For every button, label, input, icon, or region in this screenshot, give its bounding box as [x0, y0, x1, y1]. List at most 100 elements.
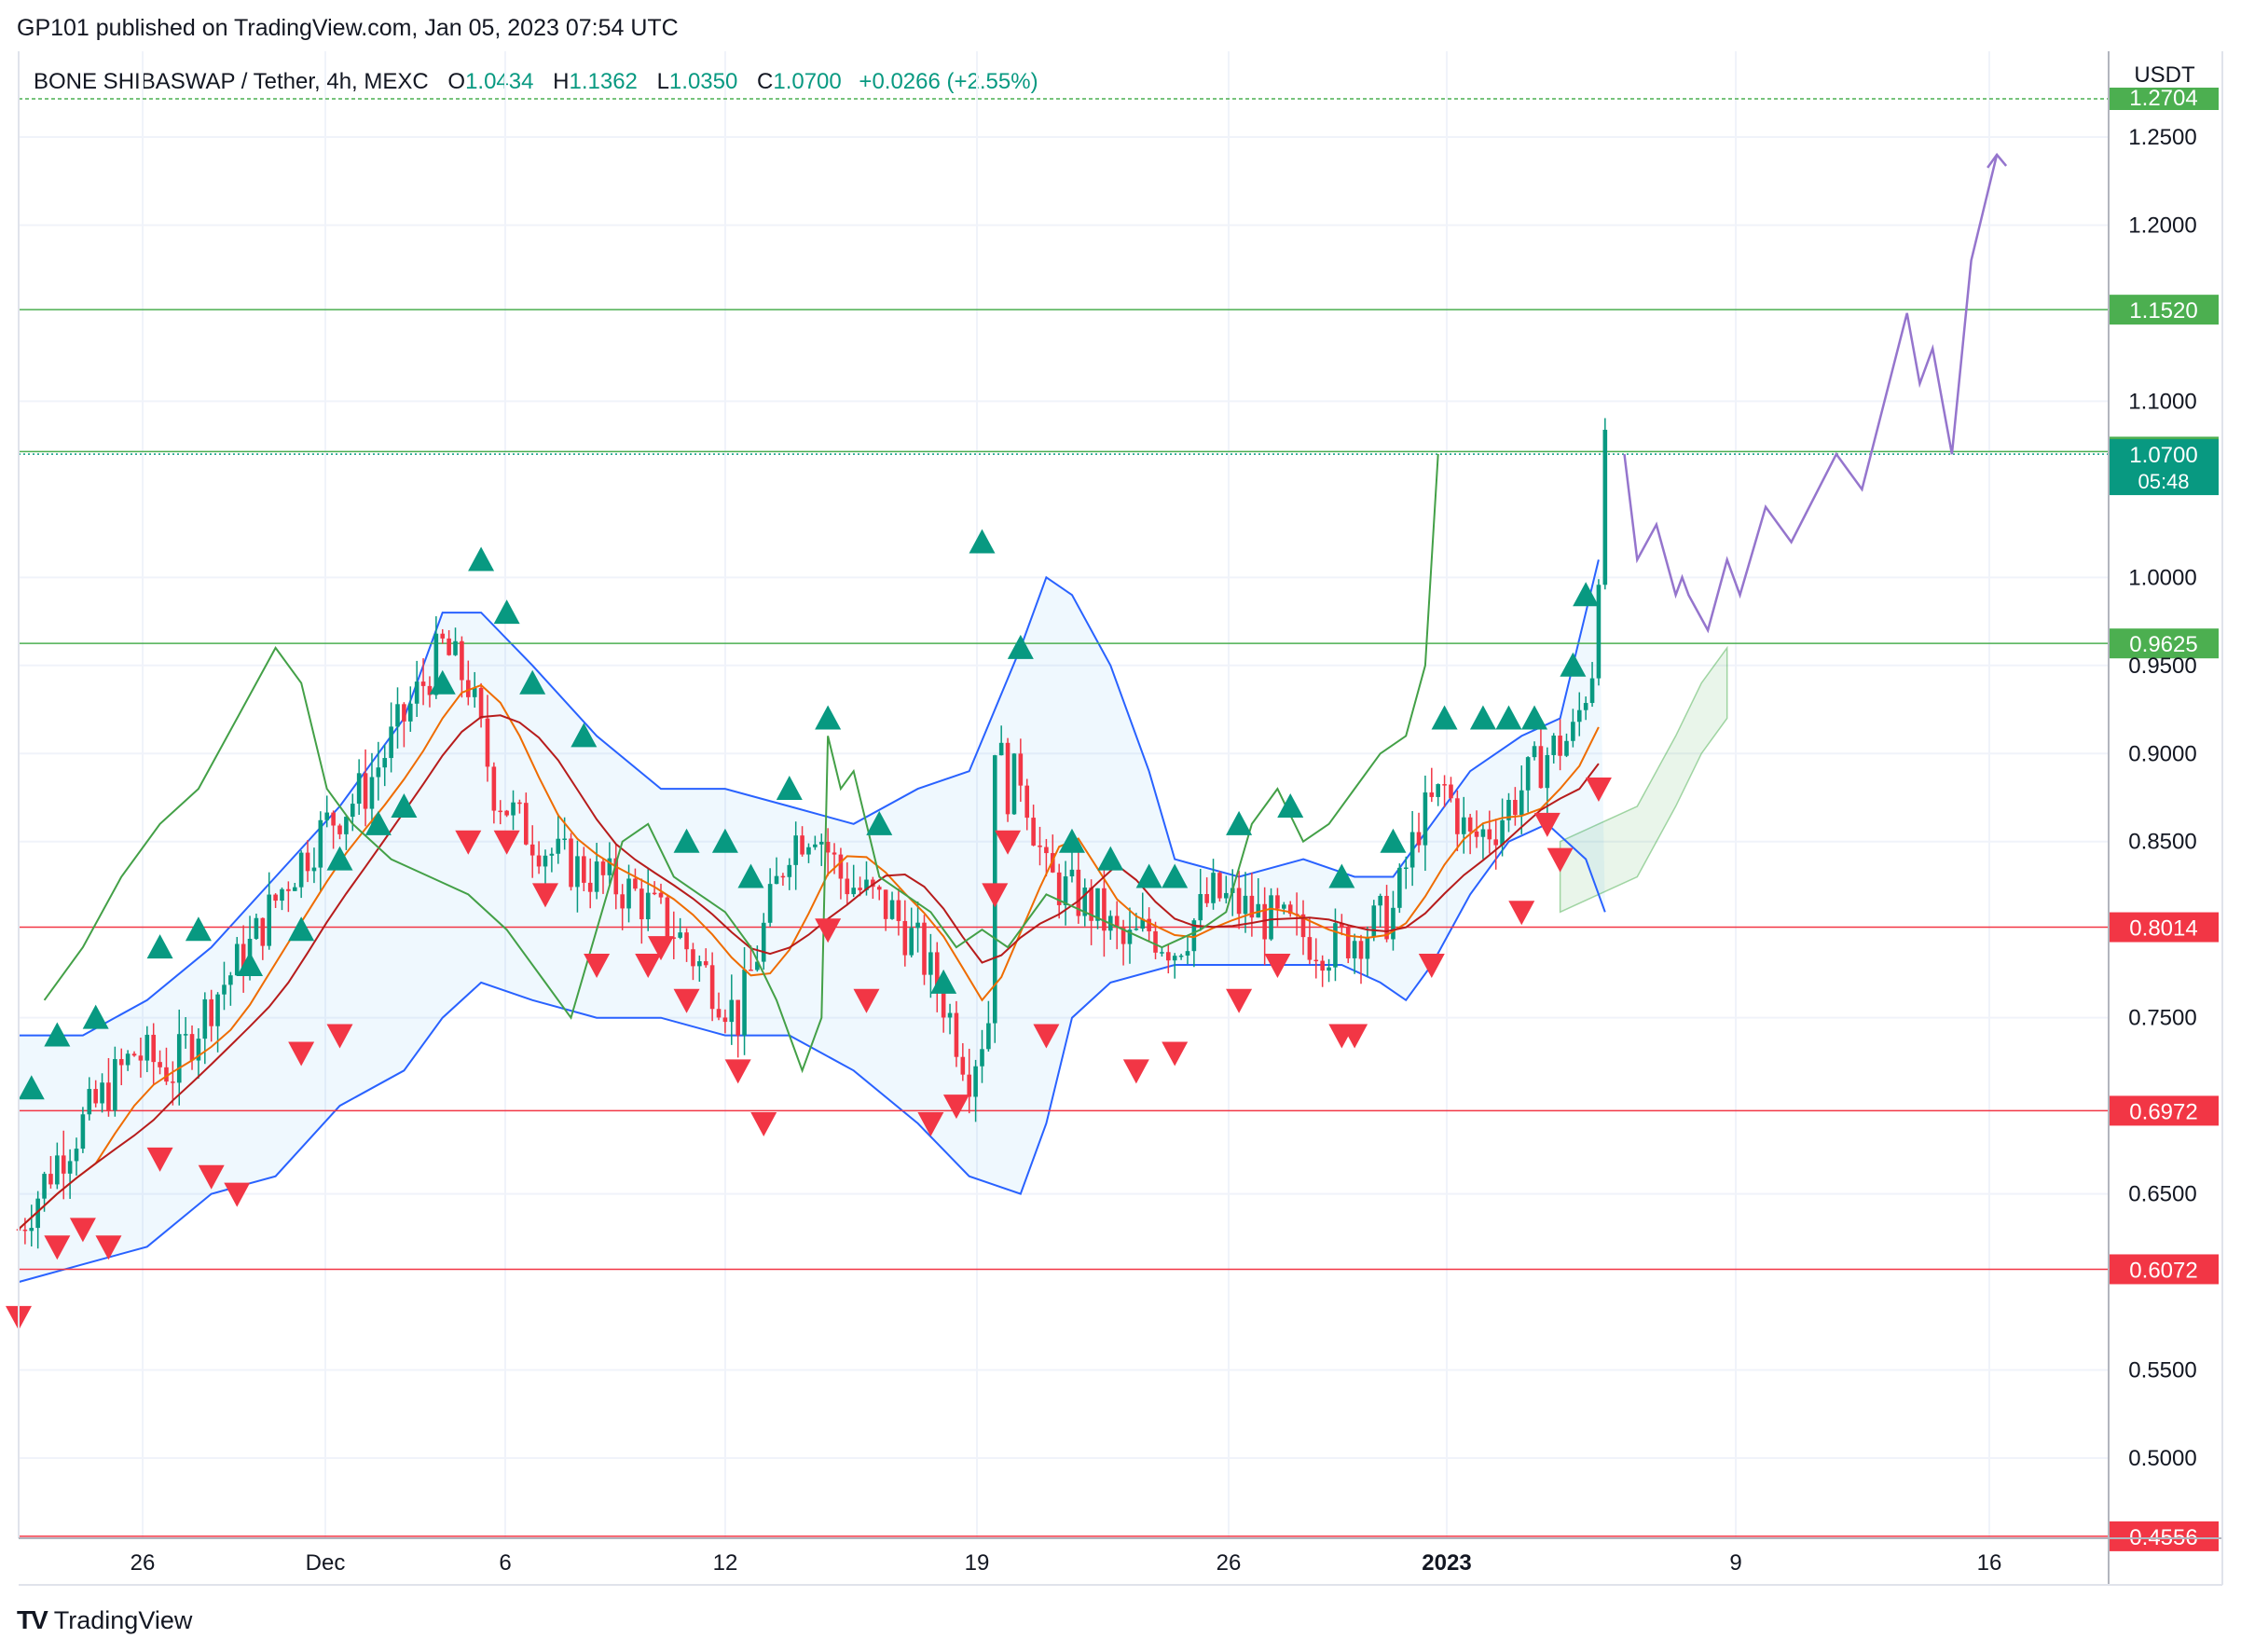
candle-body	[215, 994, 220, 1026]
low-value: 1.0350	[668, 69, 738, 94]
sell-signal-marker	[146, 1147, 173, 1172]
sell-signal-marker	[493, 830, 520, 855]
candle-body	[1423, 792, 1428, 846]
horizontal-levels: 1.15201.07140.96250.80140.69720.60720.45…	[19, 86, 2219, 1551]
candle-body	[498, 810, 503, 813]
candle-body	[1327, 967, 1331, 971]
buy-signal-marker	[969, 529, 996, 554]
candle-body	[1166, 952, 1171, 961]
candle-body	[697, 961, 702, 967]
y-tick-label: 1.1000	[2128, 389, 2196, 414]
buy-signal-marker	[493, 599, 520, 625]
candle-body	[453, 640, 458, 655]
hidden-level-badge	[2109, 88, 2219, 110]
sell-signal-marker	[69, 1218, 96, 1243]
candle-body	[767, 884, 773, 923]
candle-body	[1397, 867, 1402, 908]
candle-body	[131, 1053, 137, 1056]
sell-signal-marker	[1033, 1024, 1060, 1049]
buy-signal-marker	[429, 669, 456, 695]
candle-body	[1576, 709, 1582, 723]
candle-body	[395, 704, 400, 727]
level-label: 0.6072	[2129, 1258, 2197, 1283]
candle-body	[1287, 904, 1293, 915]
buy-signal-marker	[237, 951, 264, 976]
candle-body	[1455, 798, 1460, 834]
candle-body	[1506, 800, 1511, 820]
buy-signal-marker	[18, 1075, 45, 1100]
sell-signal-marker	[1547, 847, 1574, 873]
symbol-title[interactable]: BONE SHIBASWAP / Tether, 4h, MEXC	[34, 69, 429, 94]
candle-body	[100, 1082, 104, 1104]
candle-body	[389, 726, 393, 759]
candle-body	[915, 922, 920, 929]
candle-body	[755, 961, 760, 971]
candle-body	[273, 894, 278, 902]
symbol-legend: BONE SHIBASWAP / Tether, 4h, MEXC O1.043…	[34, 69, 1038, 95]
candle-body	[960, 1056, 966, 1075]
sell-signal-marker	[750, 1112, 777, 1137]
candle-body	[1249, 895, 1255, 918]
sell-signal-marker	[815, 918, 842, 943]
candle-body	[447, 638, 451, 655]
candle-body	[549, 853, 555, 856]
candle-body	[909, 928, 914, 956]
candle-body	[407, 703, 413, 722]
candle-body	[1172, 956, 1177, 961]
candle-body	[414, 681, 419, 704]
candle-body	[420, 681, 426, 686]
level-label: 0.8014	[2129, 916, 2197, 942]
candle-body	[813, 844, 818, 847]
buy-signal-marker	[1277, 792, 1304, 818]
tradingview-brand[interactable]: TV TradingView	[17, 1605, 192, 1635]
candle-body	[761, 922, 766, 962]
close-value: 1.0700	[773, 69, 842, 94]
candle-body	[151, 1034, 156, 1063]
candle-body	[1545, 754, 1550, 789]
candle-body	[1243, 895, 1248, 915]
candle-body	[1082, 888, 1088, 916]
countdown-label: 05:48	[2138, 470, 2189, 493]
sell-signal-marker	[1264, 953, 1291, 978]
sell-signal-marker	[724, 1059, 751, 1084]
tradingview-wordmark: TradingView	[53, 1605, 193, 1634]
x-tick-label: 9	[1729, 1550, 1741, 1576]
y-tick-label: 0.5500	[2128, 1358, 2196, 1384]
candlesticks	[16, 418, 1608, 1249]
candle-body	[665, 897, 670, 938]
candle-body	[228, 975, 233, 985]
candle-body	[1089, 888, 1093, 921]
candle-body	[883, 889, 888, 919]
candle-body	[1403, 867, 1409, 870]
candle-body	[427, 685, 433, 695]
candle-body	[973, 1066, 978, 1097]
candle-body	[29, 1228, 34, 1232]
buy-signal-marker	[1521, 705, 1548, 730]
candle-body	[305, 852, 310, 872]
candle-body	[851, 888, 856, 895]
buy-signal-marker	[1495, 705, 1522, 730]
buy-signal-marker	[326, 846, 353, 871]
x-tick-label: 12	[713, 1550, 738, 1576]
candle-body	[1371, 905, 1377, 938]
y-tick-label: 1.0000	[2128, 565, 2196, 590]
x-tick-label: Dec	[306, 1550, 346, 1576]
candle-body	[1224, 892, 1229, 899]
candle-body	[1532, 746, 1537, 758]
buy-signal-marker	[776, 776, 803, 801]
y-tick-label: 0.9000	[2128, 741, 2196, 766]
candle-body	[742, 970, 747, 1036]
candle-body	[1024, 785, 1030, 819]
candle-body	[1345, 927, 1351, 958]
candle-body	[1493, 839, 1498, 846]
buy-signal-marker	[391, 792, 418, 818]
bollinger-fill	[19, 559, 1605, 1283]
candle-body	[1069, 869, 1075, 877]
candle-body	[1519, 790, 1524, 816]
candle-body	[1429, 792, 1435, 797]
candle-body	[1063, 876, 1068, 905]
candle-body	[1513, 800, 1518, 816]
last-price-label: 1.0700	[2129, 443, 2197, 468]
candle-body	[1269, 895, 1273, 940]
